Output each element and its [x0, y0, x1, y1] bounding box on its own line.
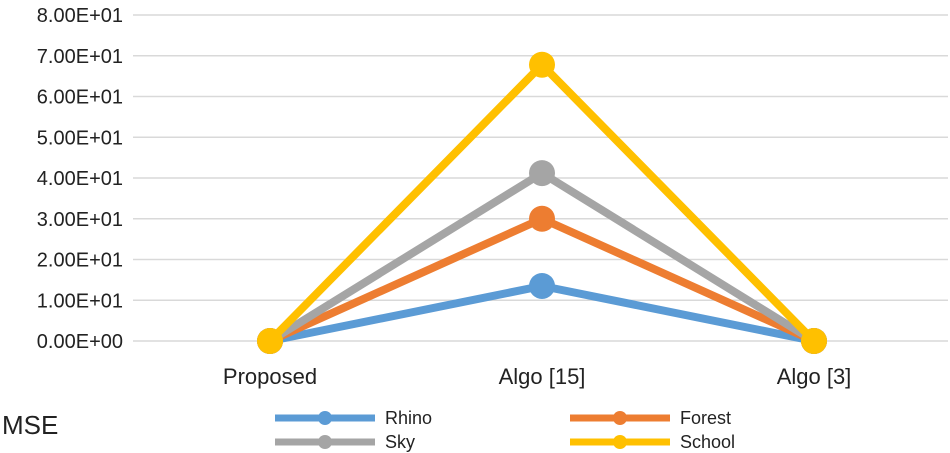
legend-marker [318, 411, 332, 425]
y-tick-label: 1.00E+01 [37, 290, 123, 312]
y-axis-ticks: 0.00E+00 1.00E+01 2.00E+01 3.00E+01 4.00E+01… [37, 5, 123, 353]
legend-item-school: School [570, 432, 735, 452]
legend: Rhino Forest Sky School [275, 408, 735, 452]
legend-label: Forest [680, 408, 731, 428]
legend-label: Sky [385, 432, 415, 452]
data-point [529, 160, 555, 187]
y-tick-label: 7.00E+01 [37, 46, 123, 68]
y-tick-label: 4.00E+01 [37, 168, 123, 190]
data-point [529, 205, 555, 232]
mse-label: MSE [2, 410, 58, 440]
legend-label: School [680, 432, 735, 452]
series-lines [257, 51, 827, 354]
y-tick-label: 5.00E+01 [37, 127, 123, 149]
y-tick-label: 3.00E+01 [37, 209, 123, 231]
legend-marker [613, 435, 627, 449]
data-point [257, 328, 283, 354]
legend-label: Rhino [385, 408, 432, 428]
x-axis-ticks: Proposed Algo [15] Algo [3] [223, 364, 851, 389]
legend-item-forest: Forest [570, 408, 731, 428]
x-tick-label: Algo [15] [499, 364, 586, 389]
x-tick-label: Proposed [223, 364, 317, 389]
data-point [529, 272, 555, 299]
y-tick-label: 0.00E+00 [37, 331, 123, 353]
legend-marker [318, 435, 332, 449]
legend-item-sky: Sky [275, 432, 415, 452]
series-rhino [257, 272, 827, 354]
y-tick-label: 6.00E+01 [37, 87, 123, 109]
data-point [529, 51, 555, 78]
legend-item-rhino: Rhino [275, 408, 432, 428]
data-point [801, 328, 827, 354]
y-tick-label: 8.00E+01 [37, 5, 123, 27]
series-school [257, 51, 827, 354]
x-tick-label: Algo [3] [777, 364, 852, 389]
y-tick-label: 2.00E+01 [37, 250, 123, 272]
legend-marker [613, 411, 627, 425]
